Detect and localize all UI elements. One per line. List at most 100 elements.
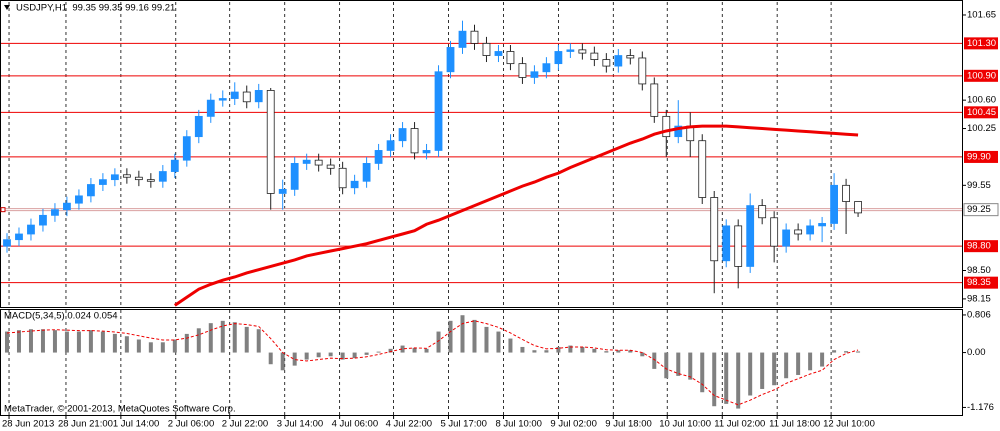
candle-body <box>410 128 419 154</box>
level-label-box <box>964 69 998 82</box>
x-tick-label: 11 Jul 18:00 <box>769 419 820 430</box>
candle-body <box>674 125 683 138</box>
macd-bar <box>520 346 525 353</box>
candle-body <box>398 128 407 142</box>
macd-bar <box>244 326 249 353</box>
macd-bar <box>76 331 81 353</box>
macd-bar <box>508 338 513 353</box>
macd-bar <box>352 352 357 359</box>
macd-bar <box>664 352 669 379</box>
macd-bar <box>568 345 573 353</box>
moving-average <box>173 124 859 307</box>
level-label-box <box>964 37 998 50</box>
macd-bar <box>148 342 153 353</box>
candle-body <box>87 184 95 197</box>
x-tick-label: 12 Jul 10:00 <box>823 419 875 430</box>
candle-body <box>51 209 59 216</box>
macd-bar <box>484 326 489 353</box>
macd-bar <box>748 352 753 396</box>
candle-body <box>590 52 599 60</box>
macd-bar <box>40 329 45 353</box>
macd-bar <box>328 352 333 357</box>
candle-body <box>710 197 719 262</box>
macd-bar <box>268 352 273 365</box>
x-tick-label: 5 Jul 17:00 <box>440 419 486 430</box>
candle-body <box>734 225 743 267</box>
candle-body <box>530 71 539 78</box>
macd-bar <box>592 348 597 353</box>
x-tick-label: 3 Jul 14:00 <box>277 419 323 430</box>
x-tick-label: 28 Jun 2013 <box>2 419 54 430</box>
candle-body <box>230 91 239 99</box>
macd-bar <box>112 333 117 353</box>
candle-body <box>566 49 575 52</box>
candle-body <box>362 163 371 182</box>
macd-bar <box>400 345 405 353</box>
y-tick-label: 98.50 <box>967 265 991 276</box>
candle-body <box>182 136 191 161</box>
x-tick-label: 2 Jul 22:00 <box>222 419 268 430</box>
candle-body <box>15 233 23 241</box>
macd-bar <box>424 348 429 353</box>
macd-bar <box>136 339 141 353</box>
macd-bar <box>376 351 381 353</box>
candle-body <box>770 217 779 247</box>
candle-body <box>98 179 107 185</box>
macd-bar <box>772 352 777 386</box>
macd-bar <box>16 330 21 353</box>
macd-bar <box>652 352 657 369</box>
x-tick-label: 9 Jul 18:00 <box>605 419 651 430</box>
x-tick-label: 1 Jul 14:00 <box>113 419 159 430</box>
current-price-marker <box>0 207 6 213</box>
candle-body <box>782 229 791 247</box>
macd-bar <box>388 348 393 353</box>
candle-body <box>746 205 755 267</box>
candle-body <box>350 180 359 189</box>
candle-body <box>386 140 395 151</box>
candle-body <box>338 167 347 189</box>
macd-bar <box>460 315 465 353</box>
candle-body <box>554 51 563 65</box>
candle-body <box>758 205 767 219</box>
candle-body <box>458 30 467 48</box>
macd-bar <box>616 350 621 353</box>
chart-title: USDJPY,H1 99.35 99.35 99.16 99.21 <box>16 3 175 14</box>
macd-bar <box>628 350 633 353</box>
copyright: MetaTrader, © 2001-2013, MetaQuotes Soft… <box>4 404 236 415</box>
macd-bar <box>196 328 201 353</box>
main-pane <box>0 0 963 308</box>
candle-body <box>602 59 611 67</box>
candle-body <box>374 150 383 164</box>
macd-y-tick-label: -1.176 <box>967 402 994 413</box>
macd-bar <box>100 331 105 353</box>
macd-bar <box>760 352 765 389</box>
level-label: 98.80 <box>967 241 991 252</box>
macd-bar <box>724 352 729 404</box>
candle-body <box>218 98 227 101</box>
macd-bar <box>232 322 237 353</box>
macd-signal <box>6 320 859 406</box>
candle-body <box>242 91 251 103</box>
macd-bar <box>700 352 705 393</box>
macd-bar <box>820 352 825 367</box>
candle-body <box>614 55 623 67</box>
macd-bar <box>796 352 801 375</box>
y-tick-label: 101.65 <box>967 9 996 20</box>
level-label: 99.90 <box>967 151 991 162</box>
macd-y-tick-label: 0.00 <box>967 347 986 358</box>
y-tick-label: 98.15 <box>967 293 991 304</box>
candle-body <box>27 224 35 235</box>
macd-bar <box>808 352 813 371</box>
current-price-box <box>963 203 999 217</box>
candle-body <box>482 42 491 56</box>
macd-bar <box>88 330 93 353</box>
level-label: 100.90 <box>967 70 996 81</box>
x-tick-label: 28 Jun 21:00 <box>58 419 113 430</box>
candle-body <box>39 214 47 226</box>
macd-y-tick-label: 0.806 <box>967 309 991 320</box>
macd-bar <box>4 331 9 353</box>
macd-bar <box>832 350 837 353</box>
x-tick-label: 2 Jul 06:00 <box>168 419 214 430</box>
candle-body <box>542 63 551 73</box>
